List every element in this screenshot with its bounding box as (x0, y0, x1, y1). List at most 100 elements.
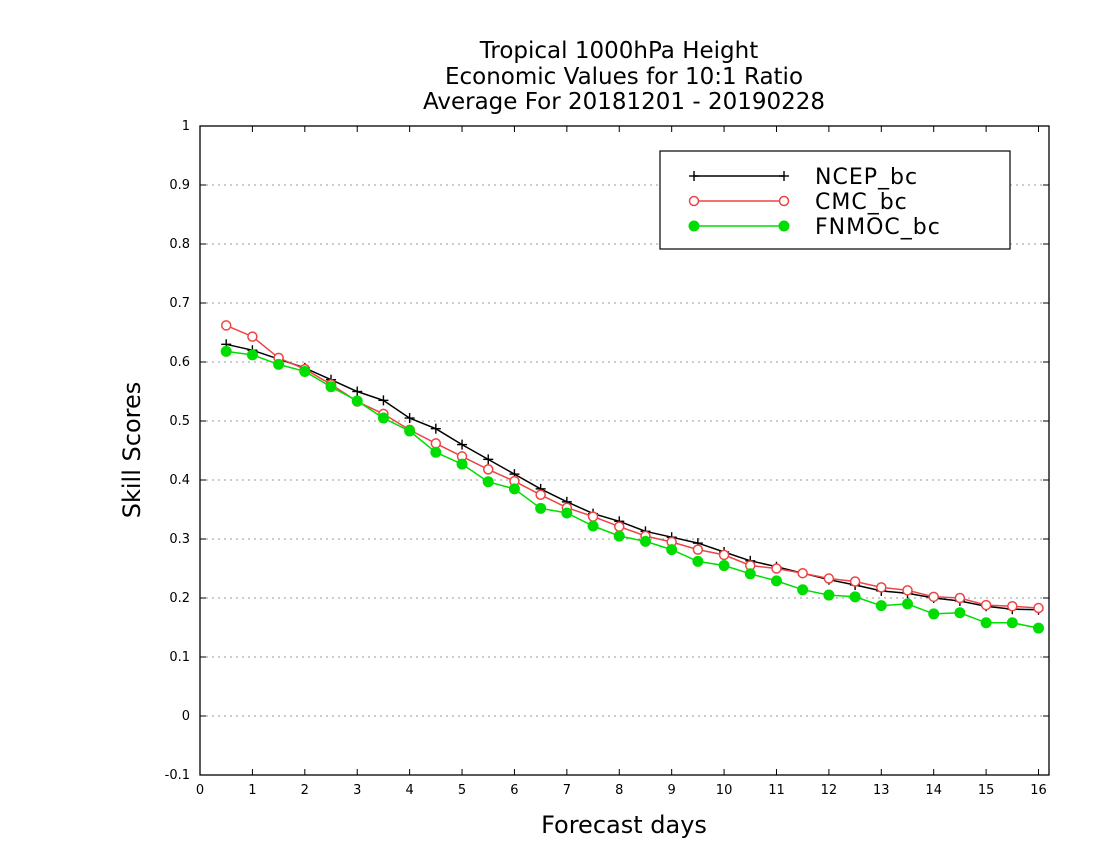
x-tick-label: 2 (301, 783, 309, 798)
x-tick-label: 3 (353, 783, 361, 798)
data-point-cmc-bc (220, 320, 232, 331)
series-fnmoc-bc (220, 345, 1045, 634)
legend-marker (688, 195, 700, 207)
x-tick-label: 4 (405, 783, 413, 798)
x-tick-label: 16 (1030, 783, 1047, 798)
data-point-fnmoc-bc (692, 555, 704, 567)
data-point-fnmoc-bc (718, 560, 730, 572)
x-tick-label: 13 (873, 783, 890, 798)
x-tick-label: 10 (716, 783, 733, 798)
data-point-ncep-bc (483, 454, 494, 465)
data-point-fnmoc-bc (456, 458, 468, 470)
data-point-fnmoc-bc (430, 446, 442, 458)
chart-title: Tropical 1000hPa Height Economic Values … (423, 38, 825, 115)
data-point-fnmoc-bc (666, 544, 678, 556)
data-series (220, 320, 1045, 634)
data-point-fnmoc-bc (902, 598, 913, 610)
data-point-fnmoc-bc (823, 589, 835, 601)
series-ncep-bc (221, 339, 1044, 615)
data-point-cmc-bc (587, 511, 599, 522)
data-point-fnmoc-bc (770, 575, 782, 587)
legend-marker (778, 220, 790, 232)
x-tick-label: 6 (510, 783, 518, 798)
data-point-cmc-bc (692, 544, 704, 555)
legend-label: NCEP_bc (815, 165, 918, 190)
x-tick-label: 8 (615, 783, 623, 798)
data-point-cmc-bc (771, 563, 782, 574)
legend-box (659, 150, 1011, 250)
data-point-fnmoc-bc (246, 349, 258, 361)
x-tick-label: 14 (925, 783, 942, 798)
data-point-cmc-bc (849, 576, 861, 587)
data-point-fnmoc-bc (587, 520, 599, 532)
y-tick-label: 0.4 (169, 473, 190, 488)
data-point-fnmoc-bc (797, 584, 809, 596)
series-cmc-bc (220, 320, 1044, 614)
legend-marker (779, 171, 789, 181)
legend-label: FNMOC_bc (815, 215, 941, 240)
y-tick-label: 0.7 (169, 296, 190, 311)
legend-marker (688, 220, 700, 232)
x-tick-label: 5 (458, 783, 466, 798)
grid-lines (200, 184, 1049, 717)
legend-item-cmc-bc: CMC_bc (688, 190, 907, 215)
y-tick-label: 0.9 (169, 178, 190, 193)
data-point-cmc-bc (614, 521, 625, 532)
x-axis-label: Forecast days (541, 811, 707, 839)
y-tick-label: 0.2 (169, 591, 190, 606)
series-line-cmc-bc (225, 324, 1039, 609)
data-point-cmc-bc (954, 592, 966, 604)
data-point-fnmoc-bc (508, 483, 520, 495)
legend-item-ncep-bc: NCEP_bc (689, 165, 918, 190)
title-line-1: Tropical 1000hPa Height (479, 38, 759, 64)
y-tick-label: 0.5 (169, 414, 190, 429)
y-tick-label: 0.8 (169, 237, 190, 252)
title-line-3: Average For 20181201 - 20190228 (423, 89, 825, 115)
data-point-fnmoc-bc (404, 425, 416, 437)
data-point-fnmoc-bc (613, 530, 625, 542)
data-point-fnmoc-bc (875, 600, 887, 612)
data-point-fnmoc-bc (744, 568, 756, 580)
data-point-fnmoc-bc (980, 617, 992, 629)
data-point-ncep-bc (378, 395, 389, 406)
data-point-fnmoc-bc (928, 608, 940, 620)
data-point-cmc-bc (797, 567, 808, 579)
data-point-ncep-bc (352, 386, 363, 397)
title-line-2: Economic Values for 10:1 Ratio (445, 64, 803, 90)
data-point-fnmoc-bc (1006, 617, 1018, 629)
data-point-cmc-bc (247, 331, 258, 342)
data-point-fnmoc-bc (954, 607, 966, 619)
data-point-cmc-bc (902, 585, 913, 596)
data-point-cmc-bc (718, 549, 730, 561)
x-tick-label: 7 (563, 783, 571, 798)
data-point-ncep-bc (404, 413, 415, 424)
x-tick-label: 0 (196, 783, 204, 798)
data-point-fnmoc-bc (535, 502, 547, 514)
data-point-fnmoc-bc (299, 365, 311, 377)
y-tick-label: 0.1 (169, 650, 190, 665)
x-tick-label: 12 (821, 783, 838, 798)
x-tick-label: 15 (978, 783, 995, 798)
legend-marker (778, 195, 790, 207)
data-point-cmc-bc (823, 573, 835, 584)
data-point-fnmoc-bc (377, 412, 389, 424)
y-tick-label: 0.6 (169, 355, 190, 370)
legend-marker (689, 171, 699, 181)
x-tick-label: 11 (768, 783, 785, 798)
data-point-fnmoc-bc (351, 395, 363, 407)
data-point-cmc-bc (928, 591, 939, 603)
data-point-fnmoc-bc (220, 345, 232, 357)
plot-frame (199, 125, 1050, 776)
data-point-ncep-bc (457, 439, 468, 450)
legend-item-fnmoc-bc: FNMOC_bc (688, 215, 941, 240)
y-tick-label: 0.3 (169, 532, 190, 547)
y-tick-label: -0.1 (165, 768, 190, 783)
data-point-cmc-bc (1033, 602, 1044, 614)
series-line-ncep-bc (226, 343, 1039, 611)
data-point-ncep-bc (430, 423, 441, 434)
data-point-fnmoc-bc (849, 591, 861, 603)
y-axis-label: Skill Scores (118, 382, 146, 519)
data-point-fnmoc-bc (1033, 622, 1045, 634)
